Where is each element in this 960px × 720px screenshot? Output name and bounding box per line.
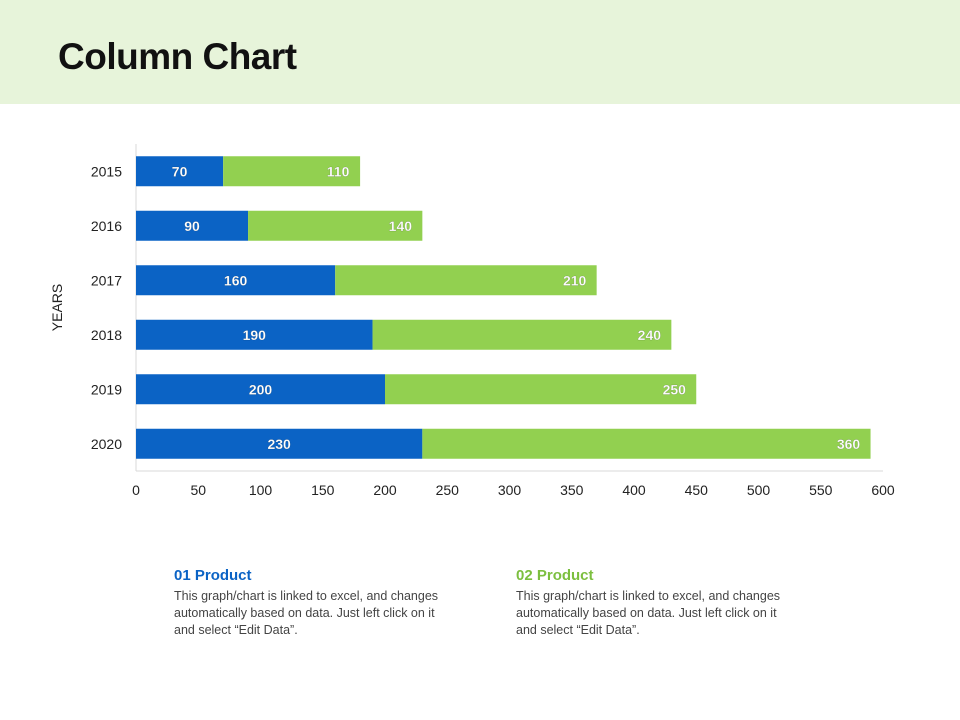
data-label-product-1: 160	[224, 272, 248, 288]
data-label-product-1: 70	[172, 163, 188, 179]
legend-product-1-title: 01 Product	[174, 567, 252, 584]
legend-product-1-description: This graph/chart is linked to excel, and…	[174, 589, 439, 637]
y-tick-label: 2019	[91, 381, 122, 397]
legend-product-1: 01 Product This graph/chart is linked to…	[174, 567, 449, 639]
data-label-product-2: 110	[327, 163, 350, 179]
x-tick-label: 550	[809, 482, 833, 498]
bar-product-2	[223, 156, 361, 187]
bar-product-1	[136, 428, 423, 459]
x-tick-label: 400	[622, 482, 646, 498]
x-tick-label: 500	[747, 482, 771, 498]
x-tick-label: 450	[685, 482, 709, 498]
page-title: Column Chart	[58, 36, 297, 77]
x-tick-label: 100	[249, 482, 273, 498]
data-label-product-1: 90	[184, 218, 200, 234]
data-label-product-1: 200	[249, 381, 273, 397]
data-label-product-2: 250	[663, 381, 687, 397]
bar-product-1	[136, 156, 224, 187]
y-tick-label: 2020	[91, 436, 122, 452]
data-label-product-2: 360	[837, 436, 861, 452]
x-tick-label: 600	[871, 482, 895, 498]
y-tick-label: 2016	[91, 218, 122, 234]
y-tick-label: 2018	[91, 327, 122, 343]
data-label-product-1: 230	[267, 436, 291, 452]
header-band: Column Chart	[0, 0, 960, 104]
legend-product-2-title: 02 Product	[516, 567, 594, 584]
x-tick-label: 0	[132, 482, 140, 498]
bar-product-2	[422, 428, 871, 459]
legend-product-2-description: This graph/chart is linked to excel, and…	[516, 589, 781, 637]
x-tick-label: 50	[190, 482, 206, 498]
y-tick-label: 2015	[91, 163, 122, 179]
bar-product-1	[136, 265, 336, 296]
x-tick-label: 350	[560, 482, 584, 498]
legend-product-2: 02 Product This graph/chart is linked to…	[516, 567, 791, 639]
bar-product-2	[248, 210, 423, 241]
y-tick-label: 2017	[91, 272, 122, 288]
bar-product-1	[136, 374, 385, 405]
data-label-product-2: 240	[638, 327, 662, 343]
bar-product-2	[385, 374, 697, 405]
bar-product-1	[136, 319, 373, 350]
bar-product-2	[335, 265, 597, 296]
bar-product-2	[372, 319, 672, 350]
y-axis-title: YEARS	[49, 284, 65, 331]
x-tick-label: 150	[311, 482, 335, 498]
x-tick-label: 250	[436, 482, 460, 498]
data-label-product-1: 190	[243, 327, 267, 343]
x-tick-label: 300	[498, 482, 522, 498]
data-label-product-2: 210	[563, 272, 587, 288]
bar-product-1	[136, 210, 249, 241]
x-tick-label: 200	[373, 482, 397, 498]
data-label-product-2: 140	[389, 218, 413, 234]
